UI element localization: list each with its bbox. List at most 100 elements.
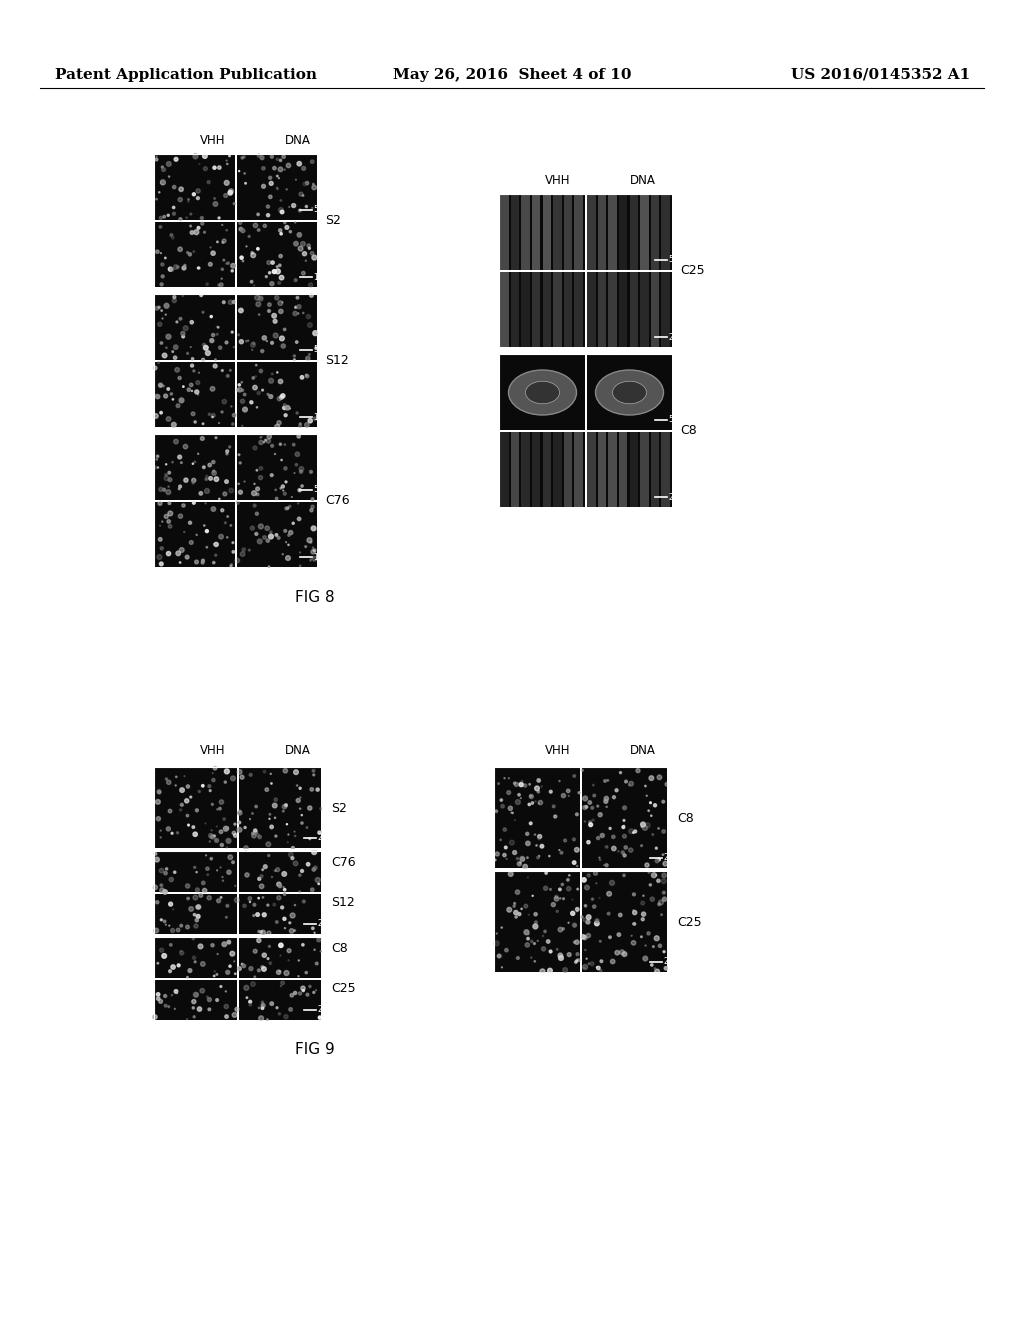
Circle shape — [575, 960, 578, 962]
Circle shape — [633, 909, 634, 911]
Circle shape — [289, 921, 291, 924]
Circle shape — [312, 774, 314, 776]
Circle shape — [259, 370, 262, 372]
Circle shape — [184, 264, 186, 267]
Circle shape — [211, 507, 216, 511]
Circle shape — [585, 904, 587, 907]
Circle shape — [176, 928, 180, 932]
Circle shape — [318, 1016, 322, 1019]
Circle shape — [202, 560, 205, 562]
Circle shape — [593, 795, 596, 797]
Circle shape — [271, 313, 276, 318]
Circle shape — [276, 176, 279, 177]
Circle shape — [208, 784, 211, 788]
Circle shape — [528, 784, 530, 785]
Circle shape — [258, 836, 261, 838]
Circle shape — [153, 1015, 157, 1019]
Circle shape — [597, 966, 600, 970]
Circle shape — [263, 536, 266, 540]
Circle shape — [257, 228, 260, 231]
Circle shape — [172, 206, 175, 209]
Circle shape — [164, 515, 168, 519]
Circle shape — [289, 531, 293, 535]
Circle shape — [261, 966, 264, 969]
Circle shape — [269, 813, 270, 816]
Circle shape — [158, 322, 162, 326]
Circle shape — [215, 554, 217, 556]
Circle shape — [188, 969, 191, 973]
Circle shape — [228, 154, 230, 157]
Text: 50 μm: 50 μm — [314, 346, 338, 355]
Circle shape — [211, 413, 215, 417]
Circle shape — [223, 194, 227, 198]
Circle shape — [226, 230, 227, 231]
Bar — [521, 272, 529, 347]
Circle shape — [204, 346, 208, 350]
Circle shape — [156, 800, 161, 804]
Circle shape — [168, 502, 171, 504]
Circle shape — [535, 785, 540, 791]
Circle shape — [655, 859, 658, 863]
Circle shape — [217, 809, 218, 810]
Circle shape — [256, 494, 259, 496]
Circle shape — [244, 393, 246, 396]
Bar — [155, 894, 237, 935]
Circle shape — [305, 972, 307, 974]
Circle shape — [609, 880, 614, 886]
Circle shape — [641, 902, 645, 906]
Circle shape — [216, 334, 218, 335]
Circle shape — [161, 919, 163, 921]
Circle shape — [167, 520, 170, 523]
Circle shape — [306, 356, 310, 360]
Circle shape — [316, 788, 319, 791]
Circle shape — [206, 282, 209, 285]
Circle shape — [310, 888, 314, 891]
Circle shape — [267, 393, 269, 395]
Circle shape — [509, 841, 514, 845]
Circle shape — [211, 251, 215, 255]
Circle shape — [562, 898, 564, 900]
Circle shape — [544, 931, 546, 933]
Circle shape — [572, 838, 575, 841]
Circle shape — [582, 878, 586, 882]
Circle shape — [273, 319, 278, 323]
Circle shape — [195, 461, 196, 463]
Bar — [237, 222, 317, 286]
Circle shape — [301, 822, 303, 824]
Text: C8: C8 — [331, 941, 348, 954]
Circle shape — [278, 301, 283, 305]
Circle shape — [289, 231, 292, 232]
Text: 10 μm: 10 μm — [314, 553, 338, 561]
Circle shape — [172, 399, 174, 400]
Circle shape — [281, 906, 284, 909]
Bar — [587, 272, 672, 347]
Circle shape — [296, 412, 298, 414]
Circle shape — [171, 833, 173, 834]
Circle shape — [629, 829, 634, 834]
Circle shape — [202, 882, 205, 884]
Circle shape — [259, 466, 263, 470]
Bar — [500, 272, 585, 347]
Circle shape — [220, 986, 222, 987]
Circle shape — [558, 956, 563, 961]
Circle shape — [155, 158, 158, 161]
Circle shape — [224, 781, 226, 783]
Circle shape — [155, 306, 159, 310]
Circle shape — [191, 412, 195, 416]
Circle shape — [594, 871, 598, 875]
Circle shape — [258, 297, 263, 301]
Bar — [155, 979, 237, 1020]
Circle shape — [284, 408, 286, 409]
Circle shape — [182, 296, 183, 297]
Circle shape — [187, 824, 189, 826]
Circle shape — [210, 339, 214, 343]
Circle shape — [645, 822, 650, 828]
Circle shape — [197, 227, 200, 230]
Circle shape — [243, 156, 245, 158]
Circle shape — [306, 862, 310, 866]
Circle shape — [218, 166, 221, 169]
Circle shape — [534, 912, 538, 916]
Circle shape — [597, 805, 599, 807]
Circle shape — [175, 367, 179, 372]
Circle shape — [600, 833, 604, 837]
